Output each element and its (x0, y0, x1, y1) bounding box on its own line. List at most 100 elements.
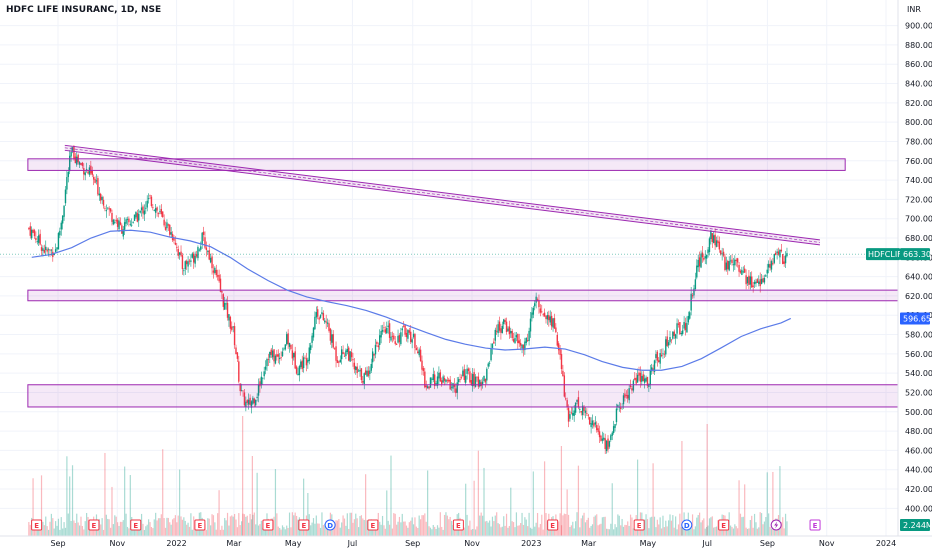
candle-body (674, 334, 677, 339)
volume-bar (326, 527, 329, 536)
candle-body (508, 326, 511, 335)
future-earnings-icon[interactable]: E (809, 519, 821, 531)
volume-bar (67, 513, 69, 536)
candle-body (367, 370, 370, 376)
candle-body (370, 363, 372, 371)
candle-body (135, 211, 137, 218)
dividend-event-icon[interactable]: D (681, 519, 693, 531)
candle-body (636, 374, 639, 383)
volume-bar (391, 528, 394, 536)
volume-bar (425, 521, 427, 536)
volume-bar (143, 529, 145, 536)
candle-body (728, 261, 730, 271)
earnings-event-icon[interactable]: E (31, 519, 43, 531)
candle-body (414, 334, 416, 348)
candle-body (95, 180, 98, 182)
event-badge (452, 519, 464, 531)
candle-body (587, 414, 589, 416)
volume-bar (491, 516, 494, 536)
volume-bar (28, 522, 30, 536)
y-tick-label: 580.00 (905, 331, 932, 340)
candle-body (345, 350, 347, 356)
candle-body (565, 398, 567, 400)
volume-bar (562, 515, 564, 536)
volume-bar (115, 516, 117, 536)
y-tick-label: 520.00 (905, 388, 932, 397)
volume-bar (365, 474, 367, 536)
candle-body (573, 410, 575, 416)
volume-bar (349, 512, 351, 536)
candle-body (125, 219, 127, 224)
dividend-event-icon[interactable]: D (324, 519, 336, 531)
candle-body (432, 374, 434, 380)
volume-bar (560, 446, 563, 536)
candle-body (705, 254, 708, 259)
candle-body (300, 361, 302, 368)
y-tick-label: 440.00 (905, 466, 932, 475)
volume-bar (742, 516, 744, 536)
volume-bar (629, 514, 632, 536)
earnings-event-icon[interactable]: E (262, 519, 274, 531)
volume-bar (145, 526, 147, 536)
y-tick-label: 420.00 (905, 485, 932, 494)
volume-bar (567, 514, 570, 536)
candle-body (639, 372, 642, 382)
volume-bar (77, 522, 79, 536)
earnings-event-icon[interactable]: E (718, 519, 730, 531)
volume-bar (157, 518, 160, 536)
candle-body (205, 247, 208, 251)
candle-body (681, 330, 684, 334)
y-tick-label: 880.00 (905, 41, 932, 50)
volume-bar (610, 523, 612, 536)
earnings-event-icon[interactable]: E (547, 519, 559, 531)
volume-bar (655, 527, 657, 536)
volume-bar (494, 515, 496, 536)
candle-body (495, 330, 498, 332)
candle-body (160, 208, 163, 215)
last-price-symbol-label: HDFCLIFE (868, 250, 907, 259)
candle-body (696, 265, 698, 278)
volume-value-label: 2.244M (903, 521, 932, 530)
earnings-event-icon[interactable]: E (367, 519, 379, 531)
candle-body (253, 398, 256, 404)
volume-bar (443, 514, 446, 536)
candle-body (321, 312, 323, 314)
volume-bar (279, 528, 281, 536)
candle-body (460, 377, 463, 379)
candle-body (463, 369, 465, 380)
earnings-event-icon[interactable]: E (88, 519, 100, 531)
volume-bar (174, 515, 176, 536)
candle-body (47, 249, 50, 251)
y-tick-label: 760.00 (905, 157, 932, 166)
candle-body (401, 328, 403, 331)
volume-bar (707, 525, 709, 536)
candle-body (753, 281, 756, 285)
volume-bar (448, 519, 450, 536)
candle-body (435, 383, 437, 384)
earnings-event-icon[interactable]: E (298, 519, 310, 531)
earnings-event-icon[interactable]: E (452, 519, 464, 531)
candle-body (242, 390, 244, 392)
volume-bar (484, 521, 487, 536)
split-event-icon[interactable] (770, 519, 782, 531)
volume-bar (783, 528, 785, 536)
candle-body (742, 271, 744, 273)
candle-body (390, 336, 392, 341)
candle-body (525, 337, 527, 343)
volume-bar (307, 492, 309, 536)
earnings-event-icon[interactable]: E (130, 519, 142, 531)
candle-body (474, 376, 477, 387)
volume-bar (38, 525, 40, 536)
volume-bar (55, 521, 57, 536)
volume-bar (228, 525, 230, 536)
candle-body (380, 331, 382, 338)
earnings-event-icon[interactable]: E (194, 519, 206, 531)
earnings-event-icon[interactable]: E (633, 519, 645, 531)
candle-body (29, 226, 31, 236)
last-price-tag (900, 248, 930, 261)
candle-body (480, 382, 482, 387)
candle-body (386, 327, 388, 334)
volume-bar (496, 512, 498, 536)
